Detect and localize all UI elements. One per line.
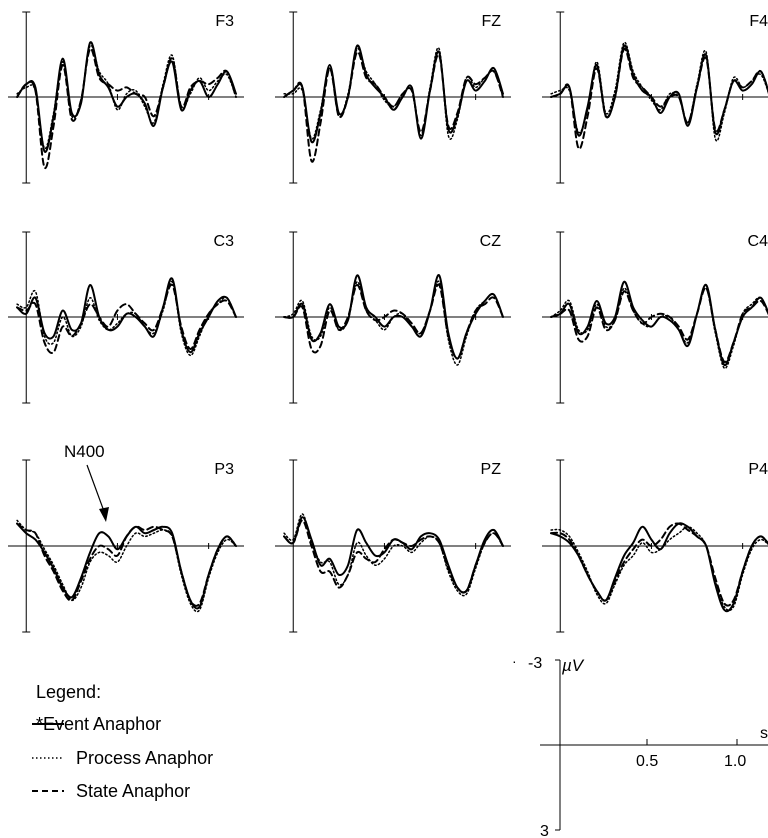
panel-p4: P4 [542, 459, 768, 633]
n400-arrow-shaft [86, 464, 106, 515]
panel-f3: F3 [8, 11, 244, 184]
panel-p3: P3 [8, 459, 244, 633]
panel-f4-label: F4 [749, 13, 768, 30]
scale-y-top-label: -3 [528, 655, 542, 672]
panel-fz-label: FZ [481, 13, 501, 30]
panel-f3-label: F3 [215, 13, 234, 30]
scale-y-bottom-label: 3 [540, 823, 549, 838]
panel-f3-line-state [16, 47, 237, 170]
panel-f4-line-state [550, 47, 768, 150]
panel-c4-line-event [550, 280, 768, 367]
panel-fz-line-event [283, 44, 504, 144]
panel-fz: FZ [275, 11, 511, 184]
n400-arrow-head [99, 507, 109, 522]
panel-f4: F4 [542, 11, 768, 184]
n400-label: N400 [64, 442, 105, 461]
panel-cz-label: CZ [480, 233, 502, 250]
legend-label-event: *Event Anaphor [36, 714, 161, 734]
panel-f3-line-process [16, 44, 237, 150]
panel-cz: CZ [275, 231, 511, 404]
panel-p4-line-process [550, 526, 768, 612]
panel-c3-line-state [16, 283, 237, 354]
panel-f4-line-process [550, 41, 768, 142]
legend-label-state: State Anaphor [76, 781, 190, 801]
panel-c3-line-event [16, 277, 237, 354]
panel-cz-line-state [283, 283, 504, 360]
panel-pz-line-process [283, 513, 504, 597]
scale-x-tick-label-0.5: 0.5 [636, 753, 658, 770]
panel-fz-line-state [283, 51, 504, 163]
panel-pz: PZ [275, 459, 511, 633]
panel-p3-line-state [16, 522, 237, 607]
panel-cz-line-process [283, 280, 504, 366]
scale-bar: · -3 µV 3 0.5 1.0 s [512, 653, 768, 838]
panel-c4-line-process [550, 287, 768, 369]
legend: Legend: *Event Anaphor Process Anaphor S… [32, 682, 213, 801]
scale-y-unit-label: µV [561, 656, 585, 675]
panel-c4-line-state [550, 287, 768, 363]
panel-pz-label: PZ [481, 461, 502, 478]
panel-p4-line-state [550, 522, 768, 607]
panel-pz-line-state [283, 519, 504, 594]
legend-title: Legend: [36, 682, 101, 702]
scale-dot: · [512, 653, 517, 669]
panel-c4-label: C4 [748, 233, 768, 250]
panel-p3-line-process [16, 519, 237, 613]
panel-c3-line-process [16, 280, 237, 357]
panel-grid: F3 FZ F4 C3 CZ C4 P3 PZ P4 [8, 11, 768, 633]
scale-x-tick-label-1.0: 1.0 [724, 753, 746, 770]
n400-annotation: N400 [64, 442, 109, 522]
panel-c3: C3 [8, 231, 244, 404]
panel-p4-label: P4 [748, 461, 768, 478]
legend-label-process: Process Anaphor [76, 748, 213, 768]
scale-x-unit-label: s [760, 725, 768, 742]
panel-c4: C4 [542, 231, 768, 404]
panel-c3-label: C3 [214, 233, 235, 250]
panel-p3-label: P3 [214, 461, 234, 478]
